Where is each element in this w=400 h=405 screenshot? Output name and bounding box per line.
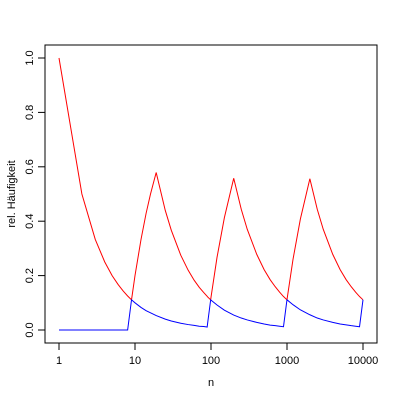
y-tick-label: 0.0 (24, 322, 36, 337)
x-tick-label: 10 (129, 355, 141, 367)
y-axis-label: rel. Häufigkeit (6, 160, 18, 227)
x-axis-label: n (208, 377, 214, 389)
x-tick-label: 1000 (275, 355, 299, 367)
y-tick-label: 0.6 (24, 159, 36, 174)
x-tick-label: 100 (202, 355, 220, 367)
y-tick-label: 1.0 (24, 50, 36, 65)
y-tick-label: 0.4 (24, 214, 36, 229)
x-tick-label: 10000 (348, 355, 379, 367)
y-tick-label: 0.2 (24, 268, 36, 283)
y-tick-label: 0.8 (24, 105, 36, 120)
series-line (59, 298, 364, 331)
series-line (58, 57, 364, 301)
x-tick-label: 1 (56, 355, 62, 367)
